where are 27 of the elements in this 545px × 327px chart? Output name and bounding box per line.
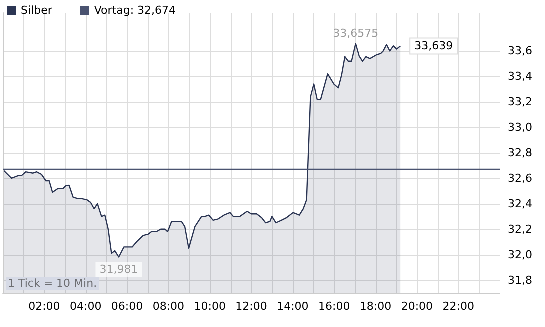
x-tick-label: 18:00 (360, 300, 392, 313)
annotation: 1 Tick = 10 Min. (8, 277, 98, 290)
y-tick-label: 33,0 (508, 121, 532, 134)
annotation: 31,981 (100, 263, 138, 276)
annotation: 33,639 (414, 40, 454, 53)
x-tick-label: 20:00 (401, 300, 434, 313)
annotation: 33,6575 (333, 26, 379, 40)
x-tick-label: 22:00 (442, 300, 474, 313)
y-tick-label: 32,0 (508, 248, 532, 262)
x-tick-label: 04:00 (70, 300, 102, 313)
x-tick-label: 14:00 (277, 300, 309, 313)
x-tick-label: 16:00 (318, 300, 350, 313)
y-tick-label: 32,2 (508, 222, 532, 236)
legend-label: Vortag: 32,674 (94, 4, 176, 17)
y-tick-label: 32,8 (508, 146, 532, 160)
y-tick-label: 33,4 (508, 70, 532, 84)
x-tick-label: 10:00 (194, 300, 226, 313)
y-tick-label: 33,6 (508, 44, 532, 58)
legend-label: Silber (21, 4, 53, 17)
x-tick-label: 02:00 (28, 300, 60, 313)
y-tick-label: 32,4 (508, 197, 532, 210)
x-tick-label: 06:00 (111, 300, 144, 313)
y-tick-label: 32,6 (508, 172, 532, 185)
x-tick-label: 08:00 (152, 300, 185, 313)
y-tick-label: 33,2 (508, 96, 532, 109)
x-tick-label: 12:00 (236, 300, 268, 313)
y-tick-label: 31,8 (508, 274, 532, 287)
